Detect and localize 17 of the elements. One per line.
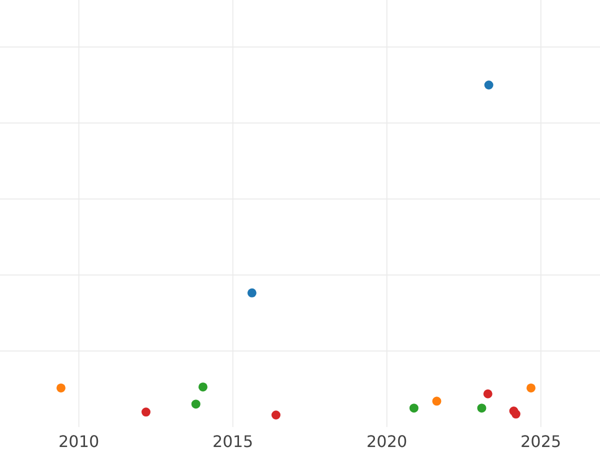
point	[432, 396, 442, 406]
x-tick-label: 2025	[520, 432, 562, 450]
point	[526, 383, 536, 392]
point	[247, 288, 256, 298]
point	[484, 80, 494, 90]
x-tick-label: 2015	[212, 432, 254, 450]
point	[191, 400, 200, 409]
point	[141, 408, 150, 417]
point	[198, 382, 208, 392]
point	[56, 383, 66, 392]
x-tick-label: 2020	[366, 432, 408, 450]
x-tick-label: 2010	[58, 432, 100, 450]
point	[271, 410, 280, 420]
point	[511, 410, 520, 419]
point	[409, 404, 418, 413]
point	[483, 389, 492, 398]
point	[477, 404, 486, 413]
